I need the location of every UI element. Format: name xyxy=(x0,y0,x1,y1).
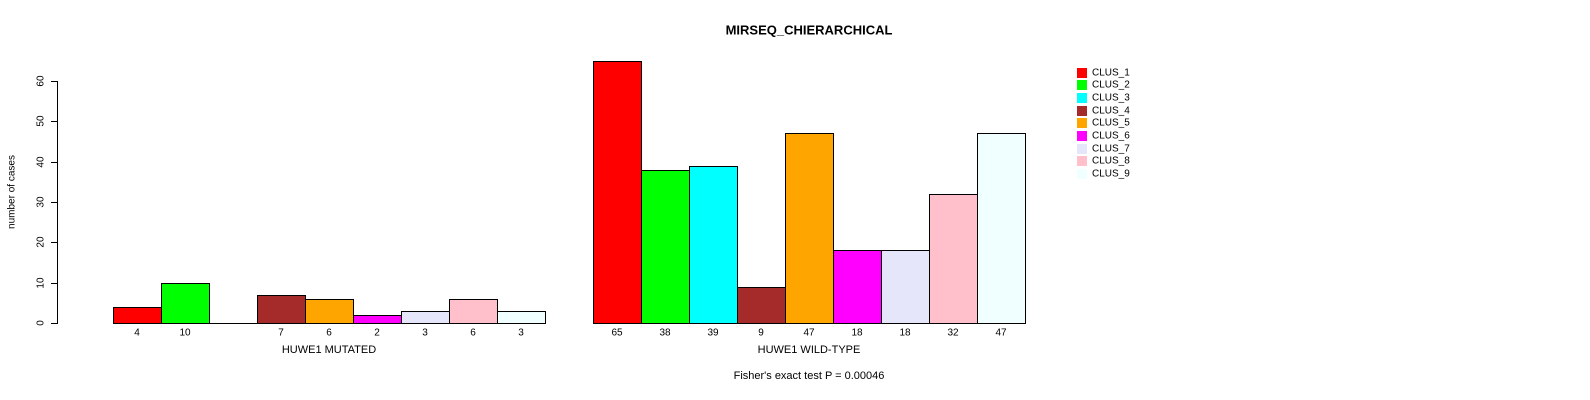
y-tick xyxy=(51,162,57,163)
bar-value-label: 65 xyxy=(611,327,623,339)
legend-label-clus_6: CLUS_6 xyxy=(1092,130,1130,142)
legend-swatch-clus_8 xyxy=(1077,156,1087,166)
bar-value-label: 3 xyxy=(422,327,428,339)
legend-swatch-clus_5 xyxy=(1077,118,1087,128)
bar-value-label: 6 xyxy=(470,327,476,339)
bar-value-label: 3 xyxy=(518,327,524,339)
bar-value-label: 2 xyxy=(374,327,380,339)
bar-clus_9 xyxy=(977,133,1026,324)
bar-clus_9 xyxy=(497,311,546,324)
y-tick-label: 10 xyxy=(35,277,47,289)
y-tick-label: 0 xyxy=(35,320,47,326)
bar-value-label: 38 xyxy=(659,327,671,339)
bar-clus_4 xyxy=(257,295,306,324)
y-tick-label: 40 xyxy=(35,156,47,168)
bar-value-label: 18 xyxy=(851,327,863,339)
y-tick xyxy=(51,121,57,122)
legend-label-clus_3: CLUS_3 xyxy=(1092,92,1130,104)
bar-clus_2 xyxy=(641,170,690,324)
legend-swatch-clus_2 xyxy=(1077,80,1087,90)
bar-value-label: 47 xyxy=(995,327,1007,339)
bar-value-label: 7 xyxy=(278,327,284,339)
bar-clus_7 xyxy=(881,250,930,324)
fisher-test-annotation: Fisher's exact test P = 0.00046 xyxy=(733,370,885,382)
y-tick xyxy=(51,81,57,82)
bar-value-label: 9 xyxy=(758,327,764,339)
legend-label-clus_4: CLUS_4 xyxy=(1092,105,1130,117)
bar-value-label: 32 xyxy=(947,327,959,339)
legend-label-clus_8: CLUS_8 xyxy=(1092,155,1130,167)
y-tick-label: 60 xyxy=(35,75,47,87)
bar-clus_5 xyxy=(305,299,354,324)
bar-clus_6 xyxy=(833,250,882,324)
legend-swatch-clus_6 xyxy=(1077,131,1087,141)
bar-clus_8 xyxy=(929,194,978,324)
bar-clus_7 xyxy=(401,311,450,324)
bar-clus_1 xyxy=(113,307,162,324)
y-tick-label: 50 xyxy=(35,115,47,127)
bar-clus_8 xyxy=(449,299,498,324)
bar-value-label: 39 xyxy=(707,327,719,339)
bar-value-label: 10 xyxy=(179,327,191,339)
bar-clus_4 xyxy=(737,287,786,324)
x-axis-title: HUWE1 MUTATED xyxy=(281,344,377,356)
legend-swatch-clus_4 xyxy=(1077,106,1087,116)
y-tick xyxy=(51,283,57,284)
bar-value-label: 6 xyxy=(326,327,332,339)
legend-swatch-clus_9 xyxy=(1077,169,1087,179)
legend-label-clus_1: CLUS_1 xyxy=(1092,67,1130,78)
bar-value-label: 4 xyxy=(134,327,140,339)
legend-swatch-clus_7 xyxy=(1077,144,1087,154)
legend-label-clus_7: CLUS_7 xyxy=(1092,143,1130,155)
chart-title: MIRSEQ_CHIERARCHICAL xyxy=(725,22,893,38)
bar-clus_3 xyxy=(689,166,738,324)
bar-clus_6 xyxy=(353,315,402,324)
y-axis-title: number of cases xyxy=(6,155,18,229)
bar-value-label: 47 xyxy=(803,327,815,339)
x-axis-title: HUWE1 WILD-TYPE xyxy=(757,344,861,356)
y-axis-line xyxy=(57,81,58,324)
y-tick-label: 20 xyxy=(35,236,47,248)
legend-swatch-clus_1 xyxy=(1077,68,1087,78)
bar-clus_1 xyxy=(593,61,642,324)
y-tick xyxy=(51,202,57,203)
bar-value-label: 18 xyxy=(899,327,911,339)
bar-clus_5 xyxy=(785,133,834,324)
legend-label-clus_9: CLUS_9 xyxy=(1092,168,1130,180)
legend-swatch-clus_3 xyxy=(1077,93,1087,103)
y-tick xyxy=(51,242,57,243)
legend-label-clus_5: CLUS_5 xyxy=(1092,117,1130,129)
y-tick xyxy=(51,323,57,324)
y-tick-label: 30 xyxy=(35,196,47,208)
bar-clus_2 xyxy=(161,283,210,324)
legend-label-clus_2: CLUS_2 xyxy=(1092,79,1130,91)
